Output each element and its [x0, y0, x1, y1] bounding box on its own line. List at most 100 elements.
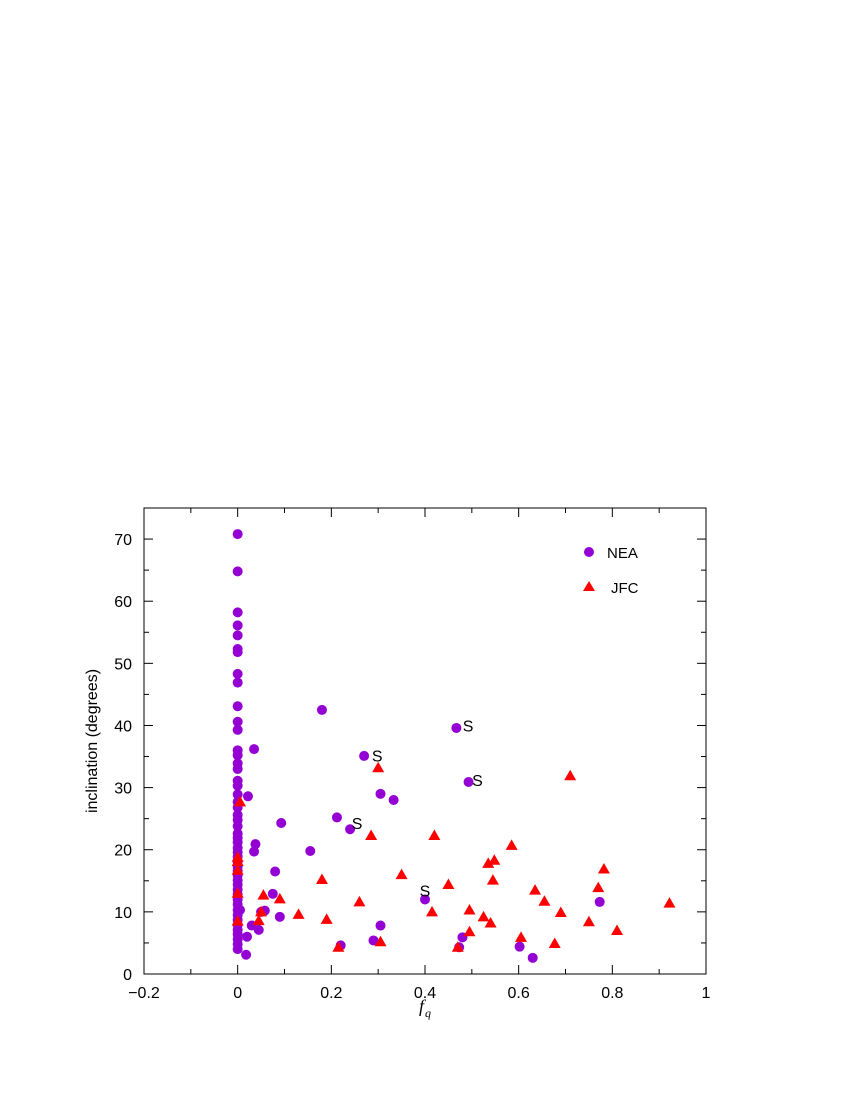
x-axis-label-main: f — [419, 996, 427, 1016]
nea-point — [249, 846, 260, 857]
x-tick-label: 0.2 — [320, 985, 342, 1002]
y-tick-label: 40 — [114, 718, 132, 735]
y-tick-label: 0 — [123, 967, 132, 984]
jfc-point — [257, 889, 270, 900]
jfc-point — [395, 868, 408, 880]
x-axis-label-subscript: q — [425, 1006, 431, 1020]
nea-point — [463, 777, 474, 788]
jfc-point — [255, 905, 268, 917]
nea-point — [232, 716, 243, 727]
jfc-point — [529, 884, 542, 895]
nea-point — [345, 824, 356, 835]
jfc-point — [505, 839, 518, 850]
jfc-point — [426, 905, 439, 917]
nea-point — [253, 924, 264, 935]
nea-point — [305, 845, 316, 856]
jfc-point — [442, 878, 455, 890]
jfc-point — [484, 917, 497, 928]
jfc-point — [292, 908, 305, 919]
legend-nea-marker — [584, 547, 594, 557]
x-tick-label: 0.6 — [508, 985, 530, 1002]
nea-point — [359, 750, 370, 761]
jfc-point — [663, 897, 676, 908]
nea-point — [232, 780, 243, 791]
jfc-point — [374, 935, 387, 947]
y-tick-label: 60 — [114, 594, 132, 611]
nea-point — [388, 795, 399, 806]
y-tick-label: 30 — [114, 781, 132, 798]
jfc-point — [538, 895, 551, 906]
legend-jfc-marker — [583, 581, 595, 591]
nea-point — [232, 750, 243, 761]
jfc-point — [482, 857, 495, 868]
jfc-point — [611, 924, 624, 936]
jfc-point — [231, 855, 244, 867]
nea-point — [250, 839, 261, 850]
nea-point — [594, 896, 605, 907]
nea-point — [451, 722, 462, 733]
nea-point — [232, 566, 243, 577]
x-tick-label: 0 — [233, 985, 242, 1002]
point-annotation: S — [420, 884, 431, 901]
nea-point — [232, 620, 243, 631]
nea-point — [375, 920, 386, 931]
jfc-point — [353, 895, 366, 907]
legend-nea-label: NEA — [607, 545, 638, 562]
nea-point — [368, 935, 379, 946]
y-tick-label: 10 — [114, 905, 132, 922]
legend-jfc-label: JFC — [611, 580, 639, 597]
y-tick-label: 20 — [114, 843, 132, 860]
jfc-point — [463, 925, 476, 937]
jfc-point — [451, 941, 464, 952]
axis-ticks — [143, 507, 707, 975]
jfc-point — [564, 769, 577, 781]
point-annotation: S — [352, 816, 363, 833]
point-annotation: S — [463, 718, 474, 735]
data-points — [231, 529, 676, 963]
jfc-point — [252, 914, 265, 926]
nea-point — [242, 791, 253, 802]
x-tick-label: 0.8 — [601, 985, 623, 1002]
nea-point — [274, 911, 285, 922]
y-tick-label: 50 — [114, 656, 132, 673]
jfc-point — [231, 864, 244, 875]
nea-point — [232, 944, 243, 955]
jfc-point — [582, 915, 595, 927]
nea-point — [331, 812, 342, 823]
x-tick-label: −0.2 — [128, 985, 160, 1002]
x-tick-label: 1 — [702, 985, 711, 1002]
nea-point — [232, 701, 243, 712]
jfc-point — [554, 906, 567, 917]
x-axis-label: f q — [419, 996, 431, 1020]
nea-point — [232, 677, 243, 688]
nea-point — [242, 931, 253, 942]
x-tick-label: 0.4 — [414, 985, 436, 1002]
nea-point — [375, 788, 386, 799]
jfc-point — [488, 854, 501, 865]
nea-point — [232, 630, 243, 641]
jfc-point — [320, 913, 333, 924]
nea-point — [249, 744, 260, 755]
nea-point — [232, 529, 243, 540]
jfc-point — [463, 904, 476, 915]
jfc-point — [365, 829, 378, 840]
nea-point — [232, 763, 243, 774]
y-tick-label: 70 — [114, 532, 132, 549]
jfc-point — [486, 874, 499, 885]
jfc-point — [231, 887, 244, 898]
nea-point — [514, 941, 525, 952]
legend: NEA JFC — [583, 545, 639, 597]
point-annotation: S — [372, 748, 383, 765]
jfc-point — [315, 873, 328, 885]
jfc-point — [548, 937, 561, 949]
jfc-point — [234, 795, 247, 807]
nea-point — [241, 949, 252, 960]
nea-point — [316, 704, 327, 715]
nea-point — [232, 647, 243, 658]
jfc-point — [428, 829, 441, 840]
nea-point — [276, 818, 287, 829]
point-annotation: S — [472, 773, 483, 790]
nea-point — [270, 866, 281, 877]
